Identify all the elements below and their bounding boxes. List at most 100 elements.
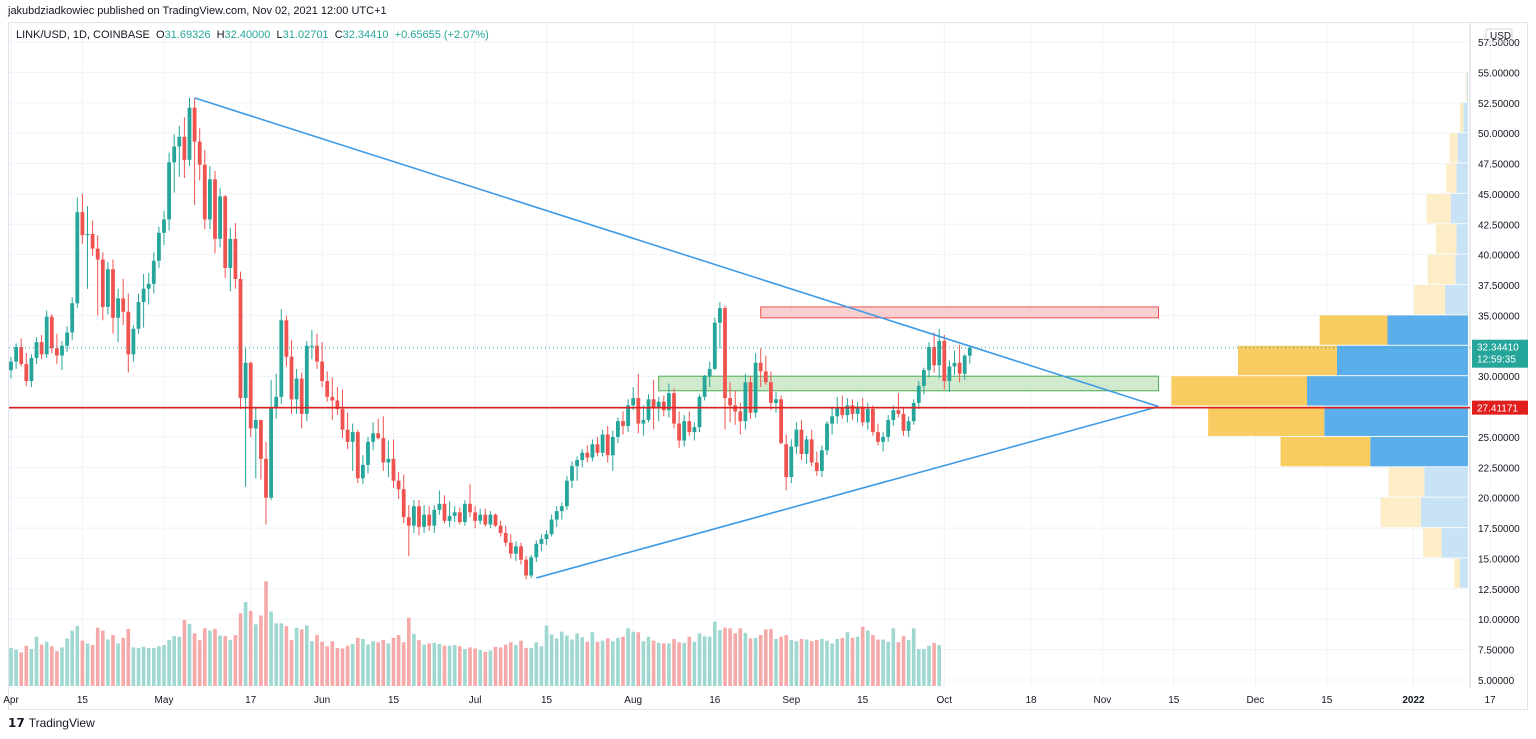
- price-tick-label: 25.00000: [1478, 433, 1520, 444]
- price-tick-label: 20.00000: [1478, 494, 1520, 505]
- candle-body: [784, 444, 789, 478]
- price-tick-label: 7.50000: [1478, 646, 1515, 657]
- open-value: 31.69326: [164, 29, 211, 41]
- volume-profile-down-bar: [1171, 376, 1307, 406]
- volume-bar: [753, 637, 758, 686]
- volume-profile-up-bar: [1457, 133, 1468, 163]
- support-zone[interactable]: [658, 375, 1159, 392]
- candle-body: [723, 308, 727, 399]
- volume-profile-down-bar: [1319, 315, 1388, 345]
- volume-bar: [758, 635, 763, 686]
- candle-body: [554, 511, 559, 520]
- candle-body: [519, 546, 523, 560]
- candle-body: [350, 432, 355, 442]
- volume-bar: [764, 629, 768, 686]
- volume-bar: [855, 636, 860, 686]
- candle-body: [452, 512, 457, 516]
- upper-trendline[interactable]: [194, 97, 1159, 408]
- candle-body: [141, 288, 146, 303]
- candle-body: [468, 503, 472, 513]
- candle-body: [779, 399, 783, 444]
- candle-body: [932, 347, 936, 366]
- candle-body: [381, 438, 386, 463]
- volume-bar: [152, 647, 156, 686]
- time-tick-label: 17: [1484, 695, 1496, 706]
- publisher-line: jakubdziadkowiec published on TradingVie…: [8, 5, 387, 17]
- volume-bar: [192, 633, 197, 686]
- volume-bar: [733, 633, 737, 686]
- volume-bar: [672, 638, 676, 686]
- volume-bar: [713, 621, 717, 686]
- zones: [658, 306, 1159, 392]
- resistance-zone[interactable]: [760, 306, 1159, 319]
- volume-bar: [356, 637, 360, 686]
- volume-bar: [774, 638, 778, 686]
- volume-bar: [911, 628, 916, 686]
- volume-profile-down-bar: [1238, 345, 1337, 376]
- candle-body: [192, 107, 197, 142]
- candle-body: [279, 320, 284, 397]
- candle-body: [488, 514, 493, 525]
- candle-body: [14, 347, 18, 362]
- time-tick-label: Nov: [1094, 695, 1112, 706]
- candle-body: [814, 462, 819, 471]
- candle-body: [427, 514, 432, 526]
- candle-body: [947, 366, 952, 382]
- volume-profile-up-bar: [1387, 315, 1468, 345]
- candle-body: [769, 382, 773, 403]
- candle-body: [422, 514, 426, 527]
- candle-body: [529, 557, 534, 576]
- volume-bar: [19, 652, 23, 686]
- time-tick-label: Aug: [624, 695, 642, 706]
- volume-profile-up-bar: [1455, 254, 1468, 285]
- candle-body: [335, 400, 340, 410]
- volume-bar: [85, 643, 90, 686]
- volume-bar: [881, 639, 885, 686]
- volume-profile-up-bar: [1450, 193, 1468, 224]
- candle-body: [197, 141, 202, 165]
- time-tick-label: Sep: [782, 695, 800, 706]
- candle-body: [325, 381, 330, 397]
- candle-body: [585, 452, 590, 458]
- volume-bar: [779, 636, 783, 686]
- volume-bar: [172, 636, 176, 686]
- candle-body: [90, 234, 95, 249]
- footer-brand[interactable]: 𝟭𝟳 TradingView: [8, 716, 95, 730]
- symbol-info: LINK/USD, 1D, COINBASE: [16, 29, 150, 41]
- candle-body: [718, 308, 722, 323]
- candle-body: [544, 534, 549, 540]
- volume-bar: [549, 634, 554, 686]
- volume-bar: [575, 633, 579, 686]
- volume-bar: [656, 642, 661, 686]
- price-tick-label: 5.00000: [1478, 676, 1515, 687]
- candle-body: [600, 434, 605, 453]
- candle-body: [34, 342, 39, 358]
- support-price-label: 27.41171: [1477, 404, 1518, 415]
- candle-body: [157, 232, 161, 261]
- candle-body: [962, 355, 967, 374]
- candle-body: [809, 439, 814, 463]
- volume-bar: [850, 637, 855, 686]
- currency-label: USD: [1490, 31, 1511, 42]
- volume-bar: [131, 647, 136, 686]
- candle-body: [111, 269, 115, 318]
- volume-bar: [478, 650, 482, 686]
- volume-bar: [748, 638, 753, 686]
- candle-body: [799, 429, 804, 454]
- candle-body: [855, 406, 860, 414]
- candle-body: [167, 162, 171, 220]
- volume-bar: [376, 642, 380, 686]
- volume-bar: [789, 640, 794, 686]
- candle-body: [575, 460, 579, 467]
- lower-trendline[interactable]: [536, 405, 1159, 579]
- currency-box[interactable]: [1485, 28, 1513, 43]
- volume-bar: [157, 646, 161, 686]
- volume-bar: [651, 640, 656, 686]
- volume-profile-down-bar: [1454, 558, 1460, 588]
- volume-bar: [228, 640, 233, 686]
- price-tick-label: 45.00000: [1478, 190, 1520, 201]
- high-label: H: [216, 29, 225, 41]
- candle-body: [259, 419, 263, 459]
